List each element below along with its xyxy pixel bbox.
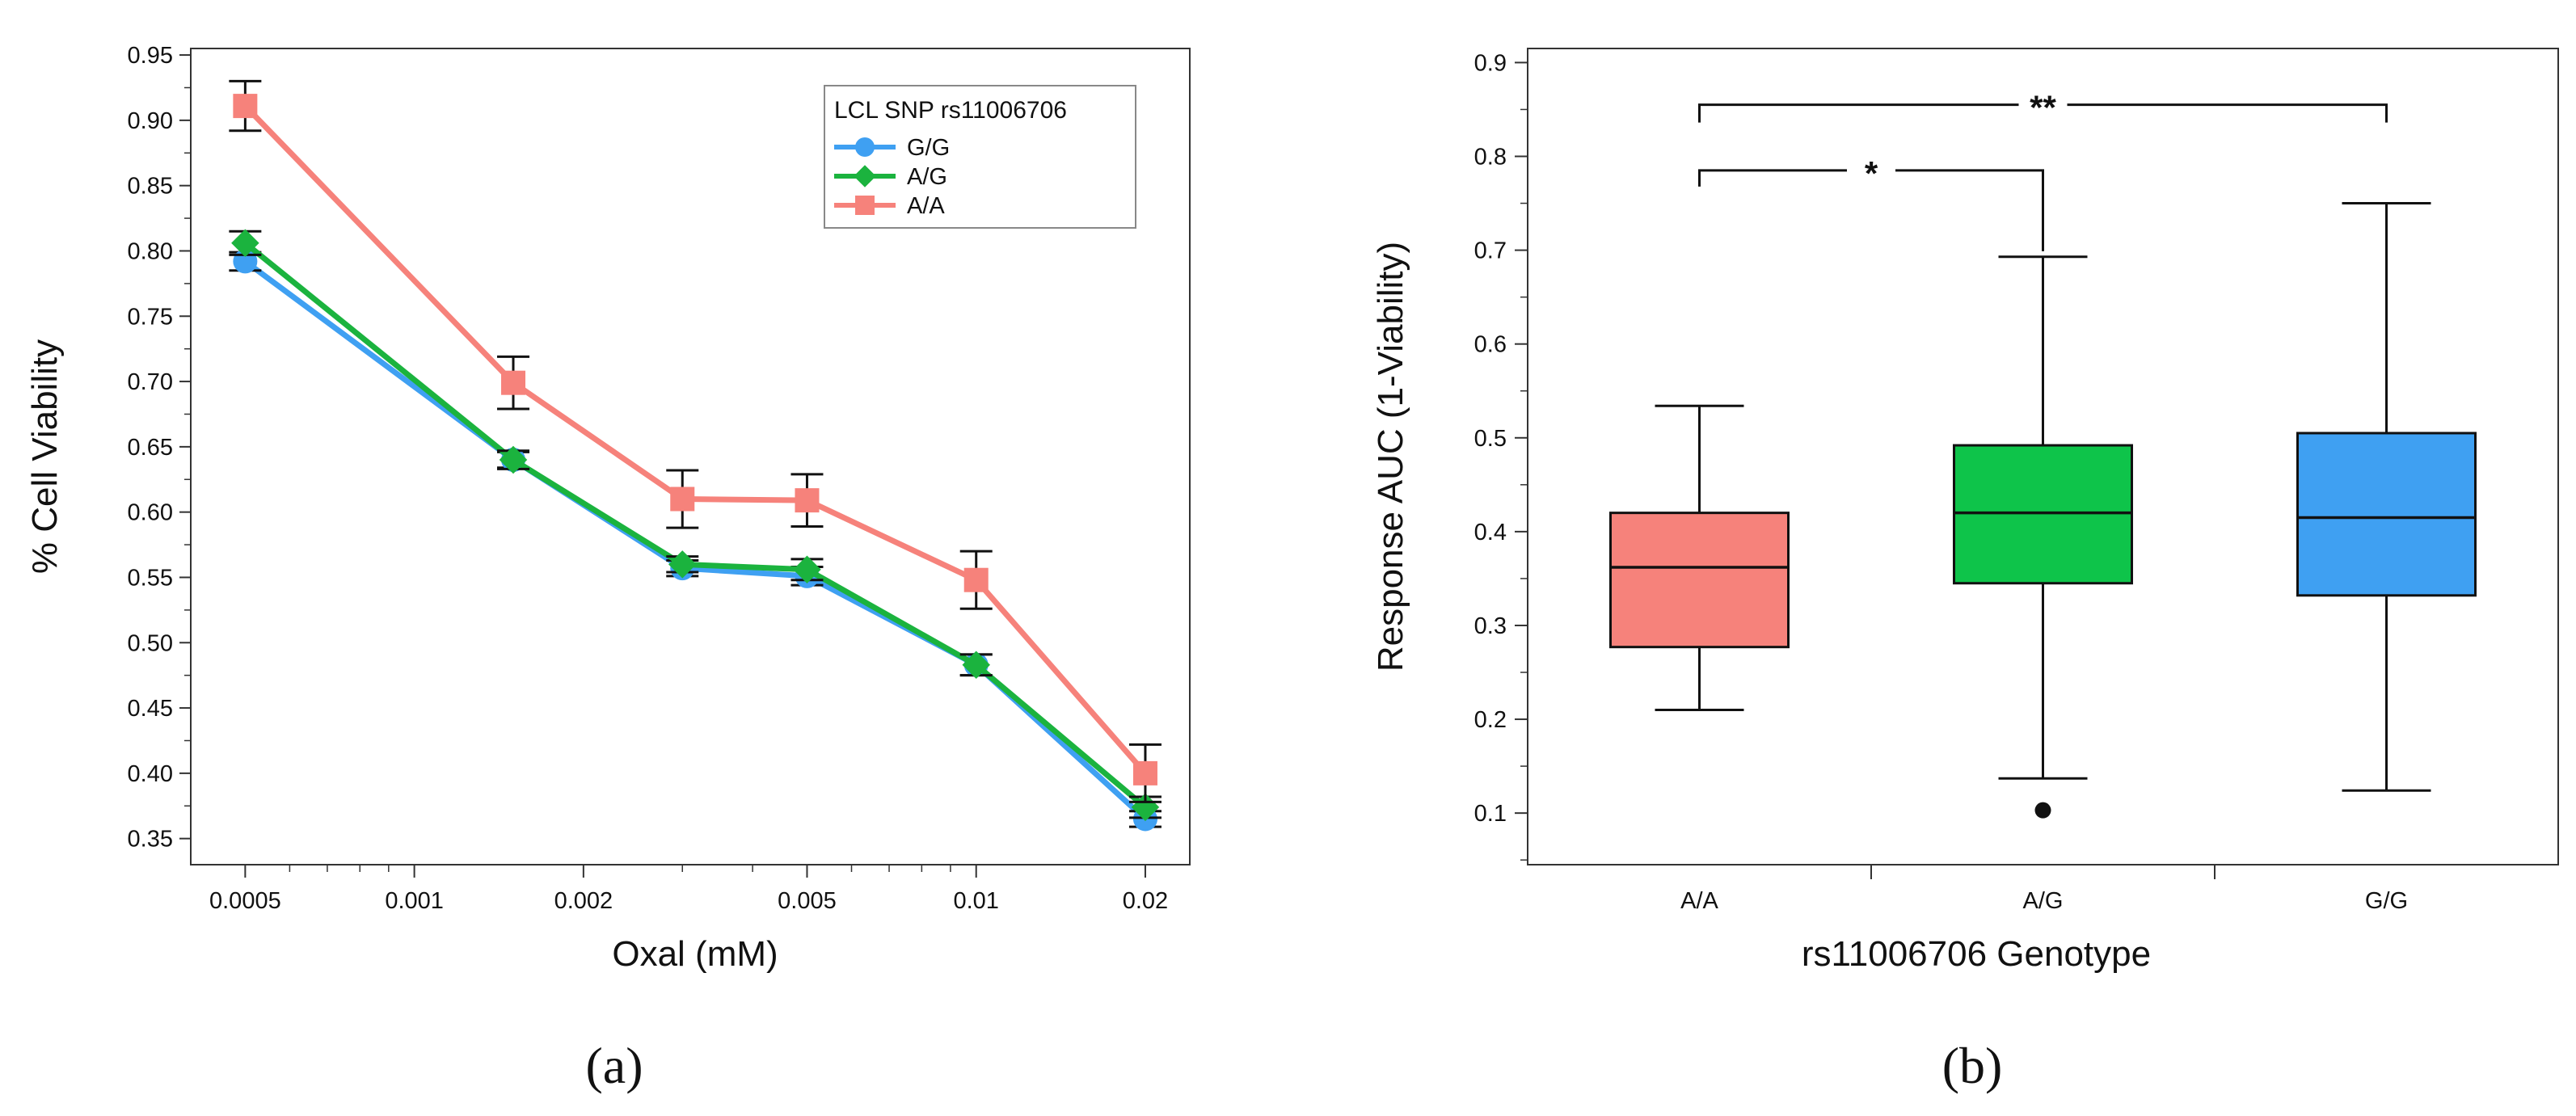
y-tick-label: 0.35 (128, 827, 173, 853)
panel-b-y-axis: 0.1 0.2 0.3 0.4 0.5 0.6 0.7 0.8 0.9 (1474, 50, 1528, 861)
x-tick-label: 0.001 (385, 888, 444, 914)
y-tick-label: 0.55 (128, 565, 173, 591)
data-point (1132, 760, 1157, 785)
panel-b-y-axis-title: Response AUC (1-Viability) (1371, 242, 1410, 672)
y-tick-label: 0.80 (128, 238, 173, 264)
x-tick-label: 0.005 (778, 888, 837, 914)
y-tick-label: 0.3 (1474, 613, 1507, 639)
y-tick-label: 0.9 (1474, 50, 1507, 76)
data-point (499, 445, 528, 474)
y-tick-label: 0.5 (1474, 426, 1507, 452)
x-tick-label: G/G (2365, 888, 2408, 914)
legend-item: A/A (834, 193, 945, 219)
data-point (501, 370, 526, 395)
y-tick-label: 0.60 (128, 500, 173, 526)
series-line (243, 259, 1148, 822)
series-g-g (229, 249, 1162, 832)
y-tick-label: 0.65 (128, 435, 173, 461)
significance-bracket: * (1698, 154, 2044, 251)
y-tick-label: 0.45 (128, 696, 173, 722)
panel-a-y-axis: 0.35 0.40 0.45 0.50 0.55 0.60 0.65 0.70 0.75 0.80… (128, 43, 191, 853)
panel-b-boxes (1609, 202, 2477, 819)
legend-box (824, 85, 1136, 229)
x-tick-label: A/A (1680, 888, 1718, 914)
legend-item: A/G (834, 164, 947, 190)
panel-a-x-axis: 0.0005 0.001 0.002 0.005 0.01 0.02 (209, 865, 1168, 914)
x-tick-label: 0.0005 (209, 888, 281, 914)
panel-b-box-plot: 0.10.20.30.40.50.60.70.80.9 A/A A/G G/G **… (1371, 48, 2559, 1094)
box-iqr (2296, 432, 2477, 597)
panel-b-plot-frame (1527, 48, 2559, 865)
y-tick-label: 0.2 (1474, 707, 1507, 733)
panel-a-series (229, 79, 1162, 832)
x-tick-label: 0.02 (1123, 888, 1168, 914)
legend-marker (854, 165, 876, 187)
panel-a-line-chart: 0.35 0.40 0.45 0.50 0.55 0.60 0.65 0.70 0.75 0.80… (25, 43, 1191, 1094)
panel-b-x-axis-title: rs11006706 Genotype (1802, 934, 2151, 974)
y-tick-label: 0.6 (1474, 332, 1507, 358)
legend-label: G/G (907, 135, 950, 161)
bracket-right (2067, 103, 2388, 123)
data-point (795, 488, 820, 513)
x-tick-label: 0.01 (953, 888, 998, 914)
data-point (1131, 793, 1160, 822)
legend-label: A/G (907, 164, 947, 190)
data-point (233, 94, 258, 119)
significance-bracket: ** (1698, 89, 2388, 127)
panel-a-y-axis-title: % Cell Viability (25, 339, 65, 574)
box-a-g (1953, 255, 2133, 819)
y-tick-label: 0.90 (128, 108, 173, 134)
box-a-a (1609, 404, 1790, 711)
y-tick-label: 0.1 (1474, 801, 1507, 827)
significance-label: ** (2030, 89, 2056, 127)
panel-b-x-axis: A/A A/G G/G (1680, 865, 2408, 914)
series-line (242, 103, 1148, 776)
box-g-g (2296, 202, 2477, 792)
y-tick-label: 0.85 (128, 174, 173, 200)
panel-a-legend: LCL SNP rs11006706 G/G A/G A/A (824, 85, 1136, 229)
legend-item: G/G (834, 135, 950, 161)
y-tick-label: 0.50 (128, 630, 173, 656)
legend-title: LCL SNP rs11006706 (834, 97, 1067, 124)
data-point (962, 651, 990, 680)
significance-label: * (1865, 154, 1878, 192)
data-point (231, 229, 259, 258)
box-iqr (1609, 512, 1790, 649)
legend-marker (855, 137, 875, 157)
series-a-g (229, 229, 1162, 822)
panel-b-label: (b) (1942, 1037, 2003, 1094)
data-point (963, 567, 989, 592)
data-point (670, 486, 695, 512)
bracket-left (1698, 103, 2019, 123)
y-tick-label: 0.95 (128, 43, 173, 69)
x-tick-label: 0.002 (554, 888, 613, 914)
y-tick-label: 0.75 (128, 304, 173, 330)
bracket-right (1895, 169, 2044, 251)
panel-a-x-axis-title: Oxal (mM) (612, 934, 778, 974)
x-tick-label: A/G (2023, 888, 2064, 914)
y-tick-label: 0.8 (1474, 145, 1507, 171)
bracket-left (1698, 169, 1847, 187)
panel-a-plot-frame (190, 48, 1191, 865)
legend-marker (855, 196, 875, 215)
panel-a-label: (a) (585, 1037, 643, 1094)
y-tick-label: 0.7 (1474, 238, 1507, 264)
y-tick-label: 0.40 (128, 761, 173, 787)
data-point (793, 555, 821, 584)
legend-label: A/A (907, 193, 945, 219)
y-tick-label: 0.70 (128, 369, 173, 395)
panel-b-significance-brackets: *** (1698, 89, 2388, 251)
outlier-point (2034, 802, 2051, 819)
series-line (243, 241, 1148, 810)
data-point (668, 550, 697, 579)
series-a-a (229, 79, 1162, 803)
y-tick-label: 0.4 (1474, 520, 1507, 545)
